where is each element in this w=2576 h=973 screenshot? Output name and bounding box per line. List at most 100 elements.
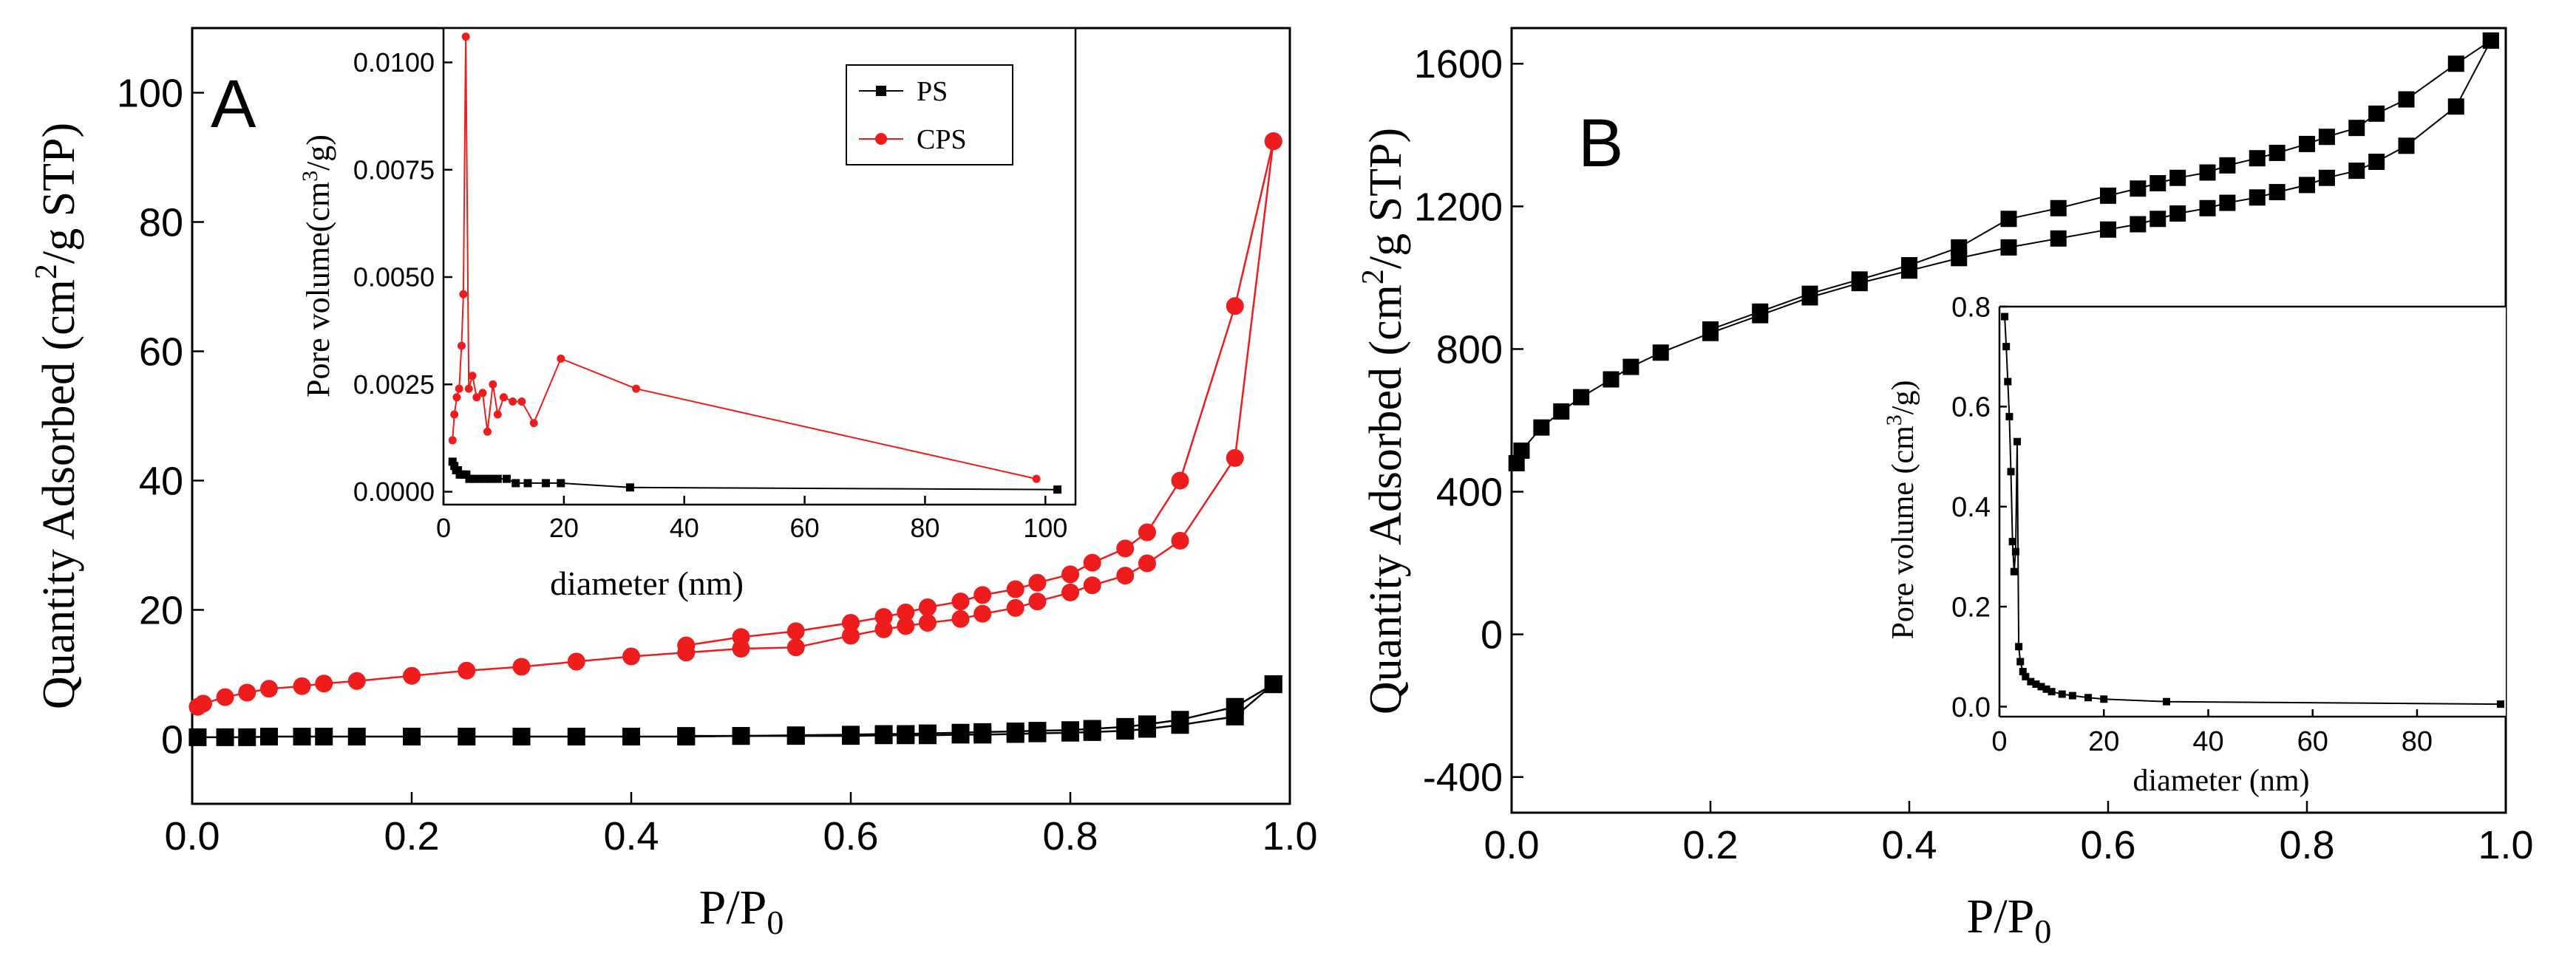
- panel-a-point: [1061, 565, 1079, 584]
- panel-a-inset-point: [625, 483, 634, 492]
- panel-b-inset-point: [2019, 668, 2027, 676]
- panel-a-inset-y-tick-label: 0.0100: [353, 47, 435, 78]
- panel-a-inset-point: [632, 384, 641, 393]
- panel-a-point: [842, 726, 860, 744]
- panel-a-point: [403, 666, 421, 685]
- panel-a-point: [315, 728, 333, 745]
- panel-a-y-axis-label: Quantity Adsorbed (cm2/g STP): [30, 123, 84, 709]
- panel-a-inset-point: [557, 354, 565, 363]
- panel-b-inset-point: [2016, 658, 2025, 666]
- panel-a-point: [842, 627, 860, 645]
- panel-a-inset-point: [462, 470, 471, 479]
- panel-b-inset-point: [2032, 680, 2040, 689]
- panel-b-inset-axes: 0 20 40 60 80 0.0 0.2 0.4 0.6 0.8: [1951, 292, 2433, 757]
- panel-a-inset-point: [499, 393, 508, 402]
- panel-b-inset-point: [2013, 437, 2022, 445]
- panel-b-series-line: [1710, 40, 2492, 330]
- panel-a-point: [897, 604, 915, 621]
- panel-b-inset-y-tick-label: 0.4: [1951, 492, 1991, 523]
- panel-b-inset-point: [2007, 468, 2015, 476]
- panel-b-point: [2269, 184, 2286, 201]
- panel-b-point: [1652, 344, 1669, 361]
- panel-a-point: [874, 608, 893, 627]
- panel-b-point: [2000, 239, 2017, 256]
- panel-a-inset-point: [512, 479, 520, 488]
- panel-a-inset-axes: 0 20 40 60 80 100 0.0000 0.0025 0.0050 0.0075 0.01…: [353, 47, 1067, 543]
- panel-a-inset-point: [457, 341, 466, 350]
- panel-a-point: [567, 652, 585, 671]
- panel-a-point: [1264, 132, 1282, 151]
- panel-a-inset-x-tick-label: 100: [1023, 513, 1067, 543]
- panel-b-x-tick-label: 0.8: [2279, 823, 2334, 867]
- panel-b-point: [2130, 216, 2147, 233]
- panel-a-label: A: [211, 66, 256, 142]
- panel-a-point: [315, 675, 333, 693]
- panel-b-point: [2150, 174, 2167, 191]
- panel-a-x-tick-label: 0.0: [164, 814, 220, 858]
- legend-cps-marker: [875, 133, 887, 145]
- panel-b-point: [1553, 403, 1570, 420]
- panel-b-inset-y-axis-label: Pore volume (cm3/g): [1882, 380, 1920, 640]
- panel-a-point: [1116, 539, 1135, 558]
- panel-b-inset-point: [2162, 697, 2170, 706]
- panel-a-point: [973, 586, 992, 604]
- panel-a-x-tick-label: 0.6: [823, 814, 878, 858]
- panel-b-series: [1508, 32, 2499, 471]
- panel-a-inset-point: [448, 457, 457, 466]
- panel-a-inset-x-tick-label: 80: [910, 513, 939, 543]
- panel-a-point: [786, 638, 805, 657]
- panel-a-point: [1083, 553, 1101, 572]
- panel-b-inset-point: [2037, 683, 2045, 691]
- panel-a-point: [216, 688, 234, 706]
- panel-b-point: [2199, 199, 2216, 216]
- panel-b-point: [2299, 135, 2315, 152]
- panel-a-point: [918, 614, 937, 632]
- panel-a-inset-point: [481, 474, 490, 483]
- panel-a-y-tick-label: 40: [139, 459, 183, 503]
- panel-a-point: [1083, 576, 1101, 595]
- panel-b-point: [1702, 321, 1719, 338]
- panel-b-inset-point: [2027, 677, 2035, 686]
- panel-a-inset-point: [1053, 485, 1062, 494]
- panel-a-inset-point: [517, 397, 526, 406]
- panel-b-point: [2169, 205, 2186, 222]
- panel-a-inset-point: [459, 290, 468, 298]
- panel-a-inset-point: [465, 474, 474, 483]
- panel-b-point: [2050, 230, 2067, 247]
- panel-b-y-axis-label: Quantity Adsorbed (cm2/g STP): [1356, 128, 1411, 714]
- panel-a-point: [897, 725, 915, 743]
- panel-a-point: [1138, 523, 1156, 542]
- panel-a-point: [732, 628, 750, 646]
- panel-b-inset-x-tick-label: 80: [2402, 726, 2433, 757]
- panel-b-point: [2482, 32, 2499, 49]
- panel-a-inset-point: [478, 389, 487, 397]
- panel-b-point: [1801, 285, 1818, 302]
- panel-a-inset-point: [472, 393, 481, 402]
- panel-a-point: [1226, 697, 1244, 716]
- panel-b-inset-series: [2001, 313, 2504, 709]
- panel-a-point: [897, 617, 915, 635]
- panel-a-inset-point: [469, 474, 478, 483]
- panel-a-x-tick-label: 0.2: [384, 814, 439, 858]
- panel-a-inset-point: [529, 419, 538, 428]
- panel-a-inset-y-tick-label: 0.0075: [353, 154, 435, 185]
- panel-a-y-tick-label: 80: [139, 200, 183, 245]
- panel-a-point: [1171, 711, 1189, 729]
- panel-a-inset-point: [454, 466, 463, 475]
- panel-a-point: [973, 723, 992, 741]
- panel-a-point: [293, 677, 311, 695]
- panel-a-point: [1116, 567, 1135, 585]
- panel-b-inset-x-tick-label: 40: [2192, 726, 2223, 757]
- panel-b-inset-x-axis-label: diameter (nm): [2132, 764, 2309, 798]
- panel-a-point: [1028, 722, 1047, 740]
- panel-a-inset-point: [509, 397, 517, 406]
- panel-b-point: [2348, 120, 2365, 137]
- panel-b-inset-point: [2015, 643, 2023, 651]
- panel-a-point: [786, 726, 805, 745]
- panel-b-inset-point: [2010, 567, 2018, 576]
- panel-b-point: [1752, 303, 1769, 320]
- panel-a-point: [677, 636, 696, 655]
